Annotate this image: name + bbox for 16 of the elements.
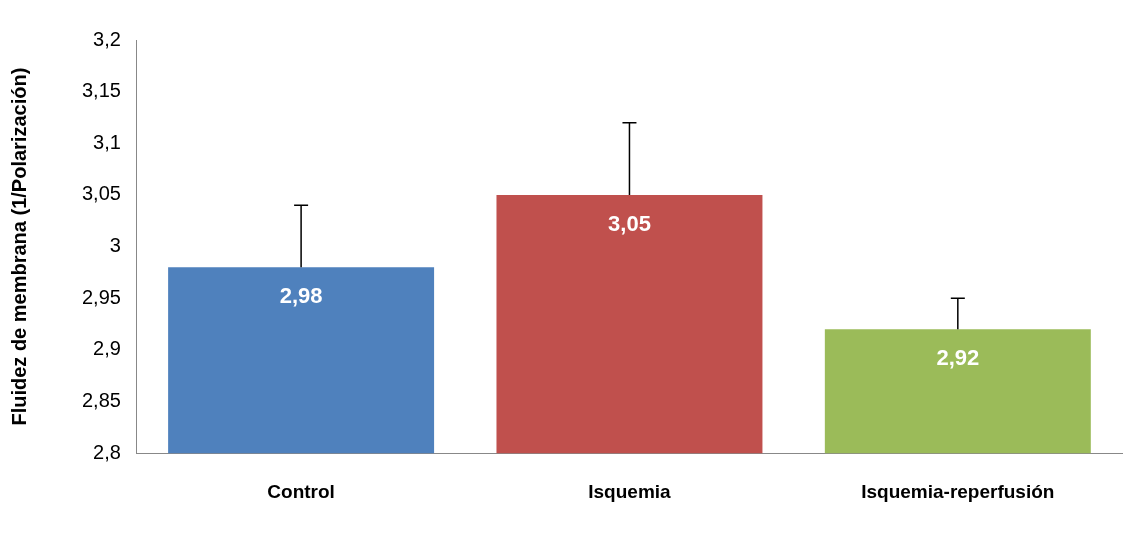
y-tick-label: 3,2	[93, 27, 121, 50]
x-tick-label: Isquemia	[588, 480, 672, 502]
y-tick-label: 3,05	[81, 182, 121, 205]
y-tick-label: 2,8	[93, 440, 121, 463]
data-label: 3,05	[608, 211, 651, 237]
y-tick-label: 3	[109, 234, 121, 257]
data-label: 2,98	[279, 283, 323, 309]
data-label: 2,92	[936, 345, 980, 371]
y-tick-label: 2,9	[93, 337, 121, 360]
x-tick-label: Control	[267, 480, 335, 502]
y-tick-label: 2,95	[81, 285, 121, 308]
y-tick-label: 3,15	[81, 79, 121, 102]
y-tick-label: 3,1	[93, 130, 121, 153]
x-tick-label: Isquemia-reperfusión	[861, 480, 1055, 502]
y-tick-label: 2,85	[81, 389, 121, 412]
y-axis-title: Fluidez de membrana (1/Polarización)	[7, 67, 30, 426]
